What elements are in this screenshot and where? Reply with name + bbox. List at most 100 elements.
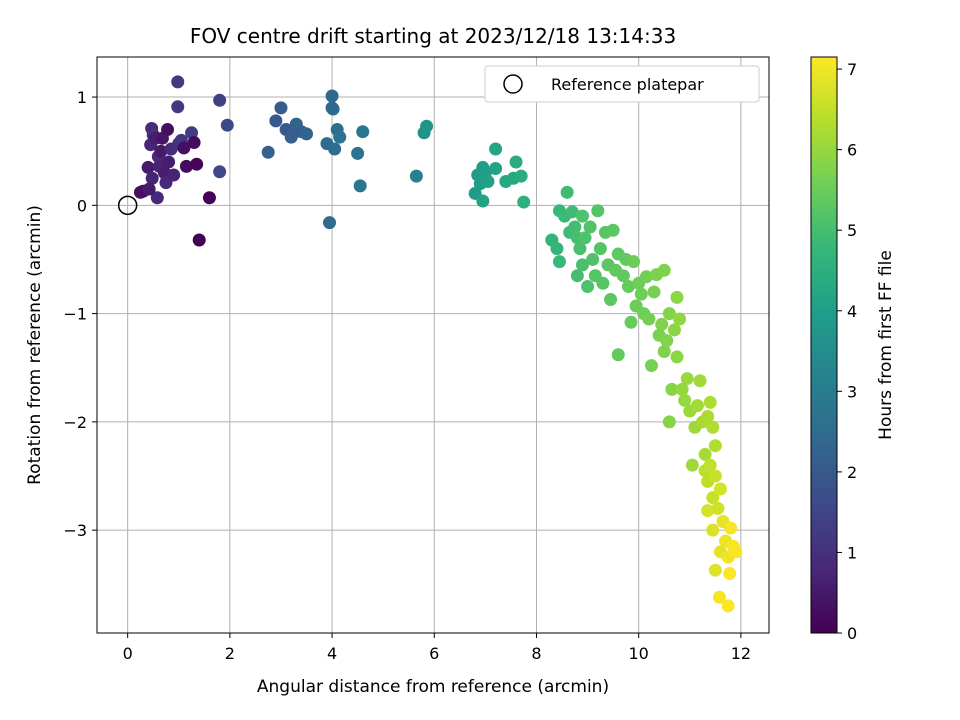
- legend: Reference platepar: [484, 65, 760, 103]
- data-point: [142, 182, 156, 196]
- data-point: [670, 350, 684, 364]
- data-point: [560, 185, 574, 199]
- data-point: [712, 590, 726, 604]
- data-point: [708, 439, 722, 453]
- data-point: [706, 420, 720, 434]
- colorbar-tick-label: 7: [847, 60, 857, 79]
- data-point: [179, 159, 193, 173]
- y-tick-label: 0: [77, 196, 87, 215]
- colorbar-tick-label: 4: [847, 302, 857, 321]
- y-axis-label: Rotation from reference (arcmin): [25, 205, 45, 485]
- data-point: [274, 101, 288, 115]
- colorbar: 0 1 2 3 4 5 6 7 Hours from first FF file: [810, 56, 896, 643]
- data-point: [269, 114, 283, 128]
- y-tick-label: −1: [63, 305, 87, 324]
- data-point: [326, 102, 340, 116]
- data-point: [141, 160, 155, 174]
- data-point: [662, 307, 676, 321]
- data-point: [514, 169, 528, 183]
- x-axis-label: Angular distance from reference (arcmin): [257, 677, 609, 697]
- y-tick-label: 1: [77, 88, 87, 107]
- data-point: [565, 205, 579, 219]
- data-point: [300, 127, 314, 141]
- x-tick-label: 12: [731, 644, 751, 663]
- data-point: [701, 409, 715, 423]
- colorbar-gradient: [810, 56, 838, 634]
- axes-frame: [96, 56, 770, 634]
- data-point: [713, 482, 727, 496]
- data-point: [409, 169, 423, 183]
- data-point: [647, 285, 661, 299]
- data-point: [356, 125, 370, 139]
- data-point: [177, 141, 191, 155]
- data-point: [190, 157, 204, 171]
- x-tick-label: 10: [629, 644, 649, 663]
- data-point: [586, 252, 600, 266]
- data-point: [670, 290, 684, 304]
- scatter-points: [133, 75, 743, 613]
- data-point: [261, 145, 275, 159]
- data-point: [167, 168, 181, 182]
- data-point: [591, 204, 605, 218]
- data-point: [552, 255, 566, 269]
- data-point: [593, 242, 607, 256]
- data-point: [323, 216, 337, 230]
- data-point: [162, 155, 176, 169]
- data-point: [489, 162, 503, 176]
- y-tick-label: −2: [63, 413, 87, 432]
- data-point: [575, 209, 589, 223]
- x-tick-label: 0: [123, 644, 133, 663]
- data-point: [660, 334, 674, 348]
- data-point: [698, 447, 712, 461]
- data-point: [154, 144, 168, 158]
- legend-marker: [503, 74, 523, 94]
- colorbar-tick-label: 3: [847, 382, 857, 401]
- data-point: [703, 458, 717, 472]
- legend-label: Reference platepar: [551, 75, 704, 94]
- colorbar-tick-label: 2: [847, 463, 857, 482]
- data-point: [333, 130, 347, 144]
- y-axis-ticks: 1 0 −1 −2 −3: [63, 88, 97, 540]
- x-tick-label: 8: [531, 644, 541, 663]
- data-point: [325, 89, 339, 103]
- data-point: [150, 191, 164, 205]
- data-point: [489, 142, 503, 156]
- data-point: [171, 100, 185, 114]
- colorbar-label: Hours from first FF file: [876, 250, 896, 440]
- data-point: [642, 312, 656, 326]
- data-point: [685, 458, 699, 472]
- data-point: [573, 242, 587, 256]
- data-point: [657, 344, 671, 358]
- data-point: [703, 395, 717, 409]
- data-point: [675, 382, 689, 396]
- colorbar-ticks: 0 1 2 3 4 5 6 7: [837, 60, 857, 643]
- x-tick-label: 4: [327, 644, 337, 663]
- data-point: [185, 126, 199, 140]
- data-point: [583, 220, 597, 234]
- data-point: [220, 118, 234, 132]
- data-point: [213, 93, 227, 107]
- data-point: [570, 269, 584, 283]
- data-point: [351, 146, 365, 160]
- data-point: [187, 136, 201, 150]
- reference-marker-layer: [117, 195, 138, 216]
- legend-box: [484, 65, 760, 103]
- data-point: [724, 521, 738, 535]
- data-point: [624, 315, 638, 329]
- data-point: [634, 287, 648, 301]
- data-point: [708, 469, 722, 483]
- data-point: [729, 545, 743, 559]
- data-point: [621, 280, 635, 294]
- y-tick-label: −3: [63, 521, 87, 540]
- data-point: [213, 165, 227, 179]
- data-point: [706, 523, 720, 537]
- data-point: [616, 269, 630, 283]
- data-point: [145, 171, 159, 185]
- data-point: [701, 504, 715, 518]
- data-point: [581, 280, 595, 294]
- data-point: [711, 501, 725, 515]
- data-point: [353, 179, 367, 193]
- x-tick-label: 2: [225, 644, 235, 663]
- colorbar-tick-label: 6: [847, 141, 857, 160]
- data-point: [517, 195, 531, 209]
